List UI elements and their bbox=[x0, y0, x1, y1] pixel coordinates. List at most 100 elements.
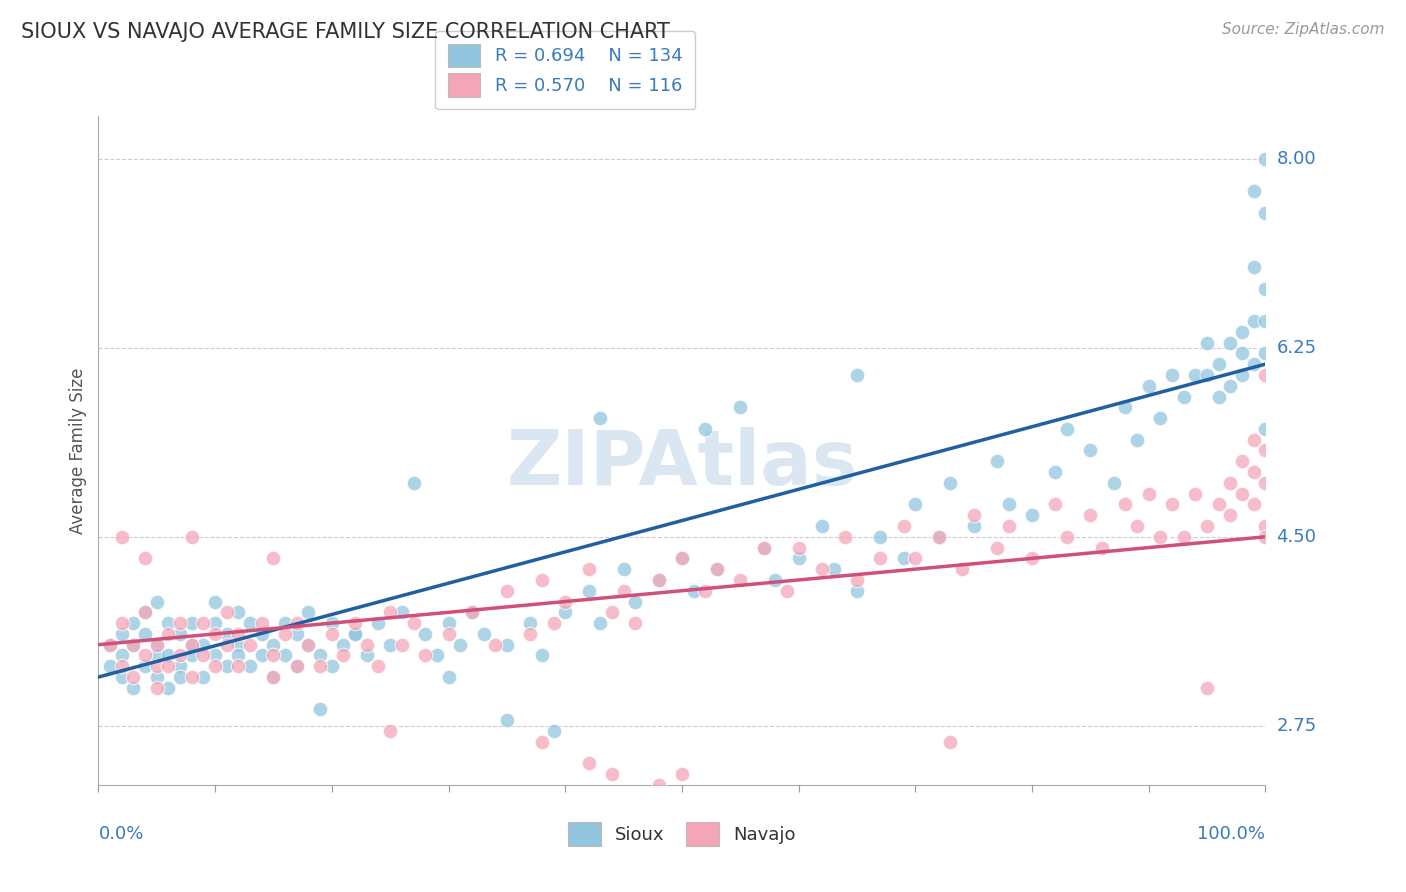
Point bbox=[391, 638, 413, 652]
Point bbox=[426, 648, 449, 663]
Point bbox=[122, 638, 145, 652]
Point bbox=[344, 627, 367, 641]
Point bbox=[578, 583, 600, 598]
Point bbox=[228, 648, 250, 663]
Point bbox=[180, 530, 202, 544]
Point bbox=[146, 659, 169, 673]
Point bbox=[193, 670, 215, 684]
Point bbox=[647, 778, 669, 792]
Point bbox=[98, 659, 121, 673]
Point bbox=[1230, 368, 1253, 382]
Point bbox=[869, 530, 891, 544]
Point bbox=[695, 422, 717, 436]
Point bbox=[146, 594, 169, 608]
Point bbox=[1254, 368, 1277, 382]
Point bbox=[893, 551, 915, 566]
Point bbox=[215, 659, 238, 673]
Point bbox=[671, 551, 693, 566]
Point bbox=[380, 638, 402, 652]
Point bbox=[297, 605, 319, 619]
Point bbox=[519, 616, 541, 631]
Point bbox=[1243, 357, 1265, 371]
Point bbox=[204, 627, 226, 641]
Point bbox=[1173, 530, 1195, 544]
Point bbox=[613, 562, 636, 576]
Point bbox=[904, 551, 927, 566]
Point bbox=[811, 519, 834, 533]
Point bbox=[367, 616, 389, 631]
Point bbox=[682, 583, 704, 598]
Point bbox=[823, 562, 845, 576]
Point bbox=[1243, 433, 1265, 447]
Point bbox=[169, 627, 191, 641]
Point bbox=[543, 724, 565, 739]
Point bbox=[157, 627, 180, 641]
Point bbox=[180, 670, 202, 684]
Point bbox=[1254, 346, 1277, 360]
Point bbox=[1114, 401, 1136, 415]
Point bbox=[1254, 282, 1277, 296]
Point bbox=[321, 659, 343, 673]
Point bbox=[939, 735, 962, 749]
Point bbox=[157, 659, 180, 673]
Point bbox=[730, 573, 752, 587]
Point bbox=[496, 638, 519, 652]
Point bbox=[1021, 551, 1043, 566]
Point bbox=[1243, 465, 1265, 479]
Point bbox=[111, 530, 134, 544]
Point bbox=[274, 648, 297, 663]
Point bbox=[309, 659, 332, 673]
Point bbox=[787, 551, 810, 566]
Point bbox=[169, 659, 191, 673]
Point bbox=[1243, 185, 1265, 199]
Point bbox=[530, 648, 553, 663]
Point bbox=[180, 648, 202, 663]
Point bbox=[228, 659, 250, 673]
Point bbox=[111, 659, 134, 673]
Point bbox=[1254, 530, 1277, 544]
Point bbox=[413, 627, 436, 641]
Point bbox=[285, 627, 308, 641]
Text: 8.00: 8.00 bbox=[1277, 150, 1316, 168]
Point bbox=[834, 530, 856, 544]
Point bbox=[893, 519, 915, 533]
Point bbox=[589, 411, 612, 425]
Point bbox=[297, 638, 319, 652]
Point bbox=[1254, 314, 1277, 328]
Point bbox=[1230, 325, 1253, 339]
Point bbox=[344, 627, 367, 641]
Point bbox=[239, 616, 262, 631]
Point bbox=[321, 627, 343, 641]
Point bbox=[122, 681, 145, 695]
Point bbox=[157, 681, 180, 695]
Point bbox=[285, 659, 308, 673]
Point bbox=[169, 670, 191, 684]
Text: 0.0%: 0.0% bbox=[98, 825, 143, 843]
Point bbox=[228, 605, 250, 619]
Point bbox=[193, 616, 215, 631]
Point bbox=[262, 551, 284, 566]
Point bbox=[356, 638, 378, 652]
Point bbox=[111, 670, 134, 684]
Point bbox=[1114, 497, 1136, 511]
Point bbox=[578, 756, 600, 771]
Point bbox=[98, 638, 121, 652]
Point bbox=[763, 573, 786, 587]
Point bbox=[1045, 497, 1067, 511]
Point bbox=[204, 594, 226, 608]
Point bbox=[484, 638, 506, 652]
Point bbox=[134, 627, 156, 641]
Point bbox=[613, 583, 636, 598]
Point bbox=[1102, 475, 1125, 490]
Point bbox=[134, 605, 156, 619]
Point bbox=[1045, 465, 1067, 479]
Point bbox=[496, 583, 519, 598]
Point bbox=[285, 616, 308, 631]
Point bbox=[250, 616, 273, 631]
Point bbox=[647, 573, 669, 587]
Point bbox=[472, 627, 495, 641]
Point bbox=[239, 638, 262, 652]
Point bbox=[671, 551, 693, 566]
Point bbox=[752, 541, 775, 555]
Point bbox=[811, 562, 834, 576]
